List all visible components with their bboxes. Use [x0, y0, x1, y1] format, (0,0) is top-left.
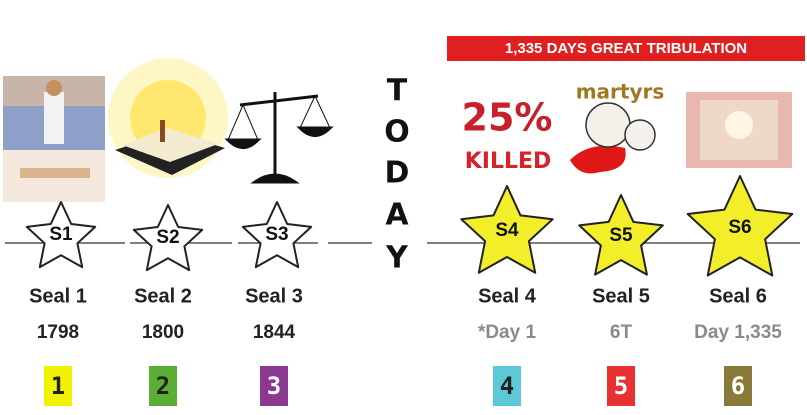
today-letter: T: [387, 74, 408, 109]
badge-number: 2: [156, 372, 170, 400]
seal-name: Seal 1: [29, 285, 87, 307]
star-label: S6: [728, 217, 751, 238]
star-label: S1: [49, 224, 73, 245]
number-badge: [260, 366, 288, 406]
today-letter: D: [385, 156, 410, 191]
seal-star: [25, 201, 97, 269]
seal-star: [460, 185, 554, 274]
star-label: S5: [609, 225, 633, 246]
picture-scales: [224, 92, 334, 184]
star-label: S3: [265, 224, 288, 245]
seal-date: 6T: [610, 322, 633, 343]
seal-name: Seal 5: [592, 285, 650, 307]
picture-riders: [3, 76, 105, 202]
badge-number: 6: [731, 372, 745, 400]
star-label: S2: [156, 227, 179, 248]
percent-annotation: 25%: [462, 96, 553, 140]
today-letter: Y: [385, 241, 409, 276]
seal-star: [132, 204, 204, 272]
seal-date: 1844: [253, 322, 296, 343]
badge-number: 3: [267, 372, 281, 400]
banner-box: [447, 36, 805, 61]
seal-date: *Day 1: [478, 322, 537, 343]
killed-annotation: KILLED: [465, 149, 552, 174]
today-letter: O: [384, 115, 410, 150]
picture-throne: [686, 92, 792, 168]
number-badge: [724, 366, 752, 406]
picture-martyr: [570, 102, 656, 174]
badge-number: 5: [614, 372, 628, 400]
today-letter: A: [385, 198, 409, 233]
number-badge: [607, 366, 635, 406]
seal-star: [241, 201, 313, 269]
number-badge: [493, 366, 521, 406]
martyrs-annotation: martyrs: [576, 80, 665, 104]
badge-number: 1: [51, 372, 65, 400]
seal-name: Seal 2: [134, 285, 192, 307]
picture-book: [108, 58, 228, 178]
badge-number: 4: [500, 372, 514, 400]
star-label: S4: [495, 220, 519, 241]
seal-name: Seal 4: [478, 285, 537, 307]
seal-date: 1798: [37, 322, 79, 343]
seal-star: [686, 175, 794, 277]
seal-name: Seal 6: [709, 285, 767, 307]
number-badge: [149, 366, 177, 406]
seal-date: 1800: [142, 322, 184, 343]
seal-date: Day 1,335: [694, 322, 782, 343]
number-badge: [44, 366, 72, 406]
banner: 1,335 DAYS GREAT TRIBULATION: [505, 40, 747, 57]
seal-star: [578, 194, 664, 276]
seal-name: Seal 3: [245, 285, 303, 307]
